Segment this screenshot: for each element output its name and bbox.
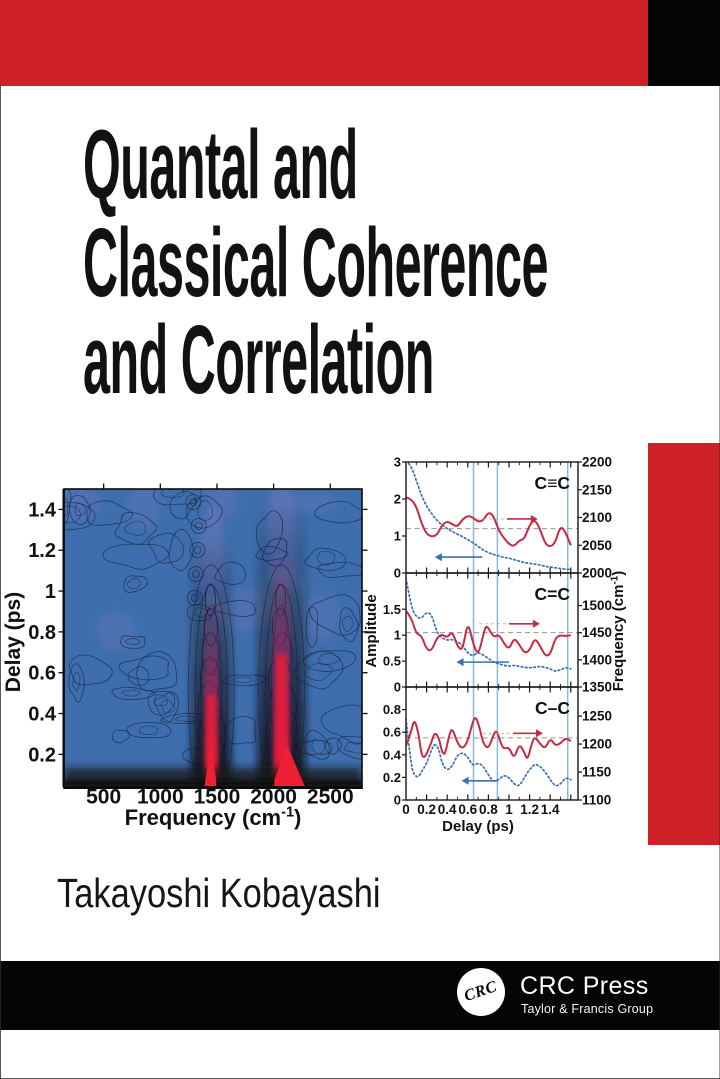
contour-plot-figure: 500 1000 1500 2000 2500 0.2 0.4 0.6 0.8 1 1.2 1.4 De… [2, 483, 368, 830]
svg-text:0: 0 [394, 680, 401, 695]
svg-text:Frequency (cm-1): Frequency (cm-1) [125, 805, 302, 830]
svg-text:Delay (ps): Delay (ps) [442, 818, 514, 835]
svg-text:0.2: 0.2 [28, 744, 56, 766]
svg-text:0.5: 0.5 [383, 654, 401, 669]
svg-text:C–C: C–C [535, 698, 570, 718]
svg-text:1150: 1150 [582, 765, 611, 780]
title-line-3: and Correlation [83, 305, 434, 414]
svg-text:1: 1 [394, 628, 401, 643]
svg-text:0.4: 0.4 [383, 747, 402, 762]
svg-text:0.6: 0.6 [28, 663, 56, 685]
crc-logo-text: CRC [462, 978, 500, 1006]
svg-text:0.2: 0.2 [383, 770, 401, 785]
svg-text:0: 0 [394, 793, 401, 808]
svg-text:3: 3 [394, 455, 401, 470]
svg-text:C=C: C=C [535, 584, 571, 604]
svg-text:0.8: 0.8 [28, 622, 56, 644]
svg-text:2000: 2000 [582, 566, 612, 581]
svg-text:2150: 2150 [582, 482, 612, 497]
crc-logo: CRC [457, 968, 505, 1016]
svg-text:1450: 1450 [582, 625, 612, 640]
publisher-name: CRC Press [520, 972, 649, 1000]
author-name: Takayoshi Kobayashi [57, 870, 381, 916]
svg-text:1200: 1200 [582, 737, 612, 752]
title-line-2: Classical Coherence [83, 207, 548, 317]
svg-text:0.8: 0.8 [479, 802, 498, 817]
svg-text:1.2: 1.2 [520, 802, 539, 817]
publisher-band [0, 961, 720, 1030]
svg-text:1500: 1500 [582, 598, 612, 613]
page-border-left [0, 86, 1, 1079]
svg-text:Amplitude: Amplitude [363, 594, 380, 667]
svg-text:0.4: 0.4 [438, 802, 457, 817]
amplitude-panels-figure: C≡C 0 1 2 3 2000 2050 2100 2150 2200 C=C 0 0.5 1 1.5 13… [363, 455, 627, 836]
svg-text:1000: 1000 [137, 786, 184, 809]
publisher-tagline: Taylor & Francis Group [521, 1002, 654, 1016]
svg-text:2200: 2200 [582, 455, 612, 470]
svg-text:0: 0 [402, 802, 410, 817]
svg-text:Frequency (cm-1): Frequency (cm-1) [609, 571, 627, 691]
svg-text:1.4: 1.4 [28, 499, 57, 521]
svg-text:1350: 1350 [582, 680, 612, 695]
svg-text:1: 1 [394, 529, 401, 544]
svg-text:C≡C: C≡C [535, 473, 571, 493]
top-black-block [648, 0, 720, 86]
svg-text:0.2: 0.2 [417, 802, 436, 817]
svg-text:1.2: 1.2 [28, 540, 56, 562]
svg-text:1.4: 1.4 [541, 802, 560, 817]
svg-text:2000: 2000 [250, 786, 297, 809]
svg-text:1: 1 [505, 802, 513, 817]
svg-text:2050: 2050 [582, 538, 612, 553]
svg-text:0: 0 [394, 566, 401, 581]
svg-text:2100: 2100 [582, 510, 612, 525]
svg-text:1.5: 1.5 [383, 602, 401, 617]
svg-text:1250: 1250 [582, 709, 612, 724]
svg-text:1100: 1100 [582, 793, 611, 808]
svg-text:2: 2 [394, 492, 401, 507]
svg-text:0.8: 0.8 [383, 702, 401, 717]
svg-text:1: 1 [45, 581, 56, 603]
svg-text:Delay (ps): Delay (ps) [2, 592, 25, 692]
svg-text:0.6: 0.6 [458, 802, 477, 817]
right-red-bar [648, 443, 720, 845]
svg-text:1500: 1500 [194, 786, 241, 809]
top-red-band [0, 0, 720, 86]
title-line-1: Quantal and [83, 110, 358, 219]
svg-text:2500: 2500 [307, 786, 354, 809]
svg-text:500: 500 [86, 786, 121, 809]
book-title: Quantal and Classical Coherence and Corr… [83, 116, 720, 409]
svg-text:0.6: 0.6 [383, 725, 401, 740]
svg-text:1400: 1400 [582, 652, 612, 667]
svg-text:0.4: 0.4 [28, 704, 57, 726]
